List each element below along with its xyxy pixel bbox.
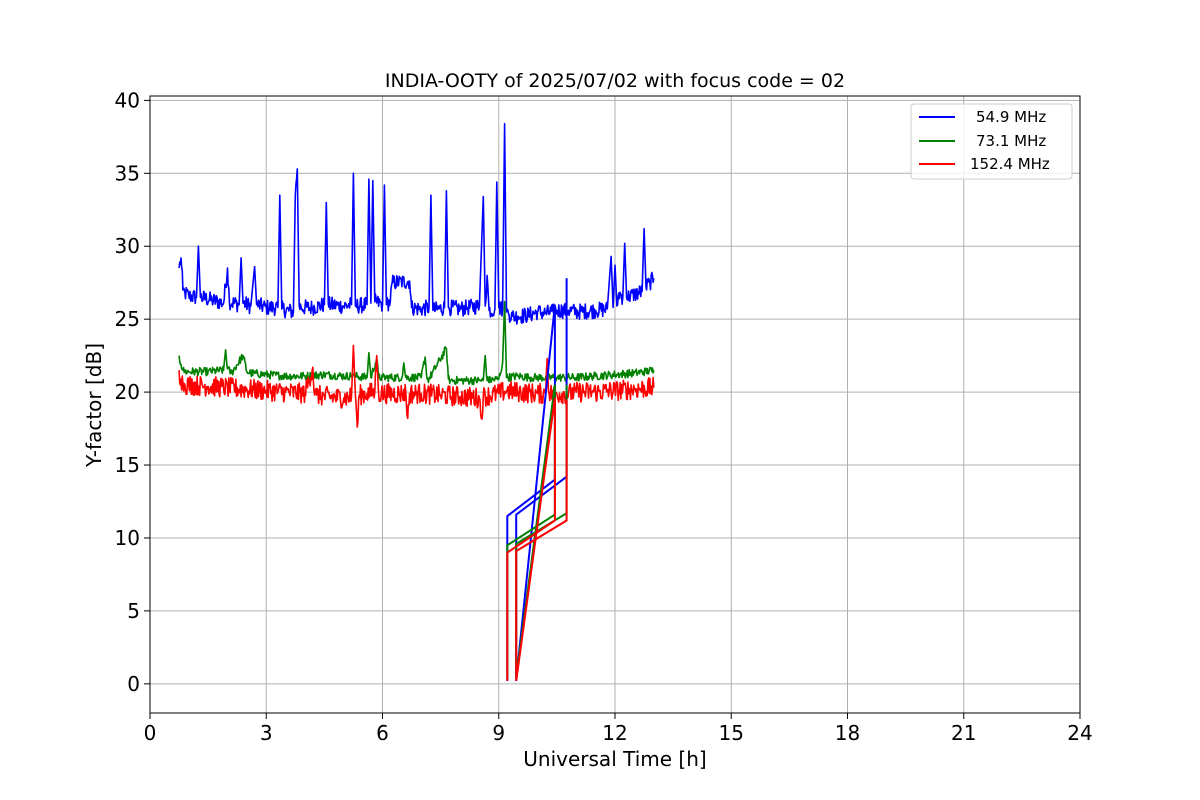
x-tick-label: 24: [1067, 721, 1092, 745]
legend-label-54-9: 54.9 MHz: [976, 108, 1046, 126]
y-tick-label: 15: [115, 453, 140, 477]
legend-box: [910, 103, 1073, 180]
x-tick-label: 3: [260, 721, 273, 745]
legend-label-152-4: 152.4 MHz: [970, 155, 1050, 173]
x-tick-label: 0: [144, 721, 157, 745]
chart-title: INDIA-OOTY of 2025/07/02 with focus code…: [385, 70, 845, 92]
y-tick-label: 5: [127, 599, 140, 623]
plot-data: [178, 122, 655, 682]
series-line: [178, 122, 655, 325]
series-line: [178, 344, 655, 428]
y-axis-label: Y-factor [dB]: [82, 343, 106, 468]
x-tick-label: 12: [602, 721, 627, 745]
legend: 54.9 MHz 73.1 MHz 152.4 MHz: [910, 103, 1073, 180]
y-tick-label: 25: [115, 307, 140, 331]
y-tick-label: 40: [115, 88, 140, 112]
y-tick-label: 35: [115, 161, 140, 185]
x-tick-label: 15: [719, 721, 744, 745]
y-tick-label: 10: [115, 526, 140, 550]
x-axis-ticks: 0 3 6 9 12 15 18 21 24: [144, 713, 1093, 745]
x-tick-label: 21: [951, 721, 976, 745]
series-line: [178, 300, 655, 386]
series-gap-line: [506, 397, 568, 682]
series-gap-line: [506, 384, 568, 679]
legend-label-73-1: 73.1 MHz: [976, 132, 1046, 150]
x-tick-label: 9: [492, 721, 505, 745]
y-tick-label: 0: [127, 672, 140, 696]
x-axis-label: Universal Time [h]: [523, 747, 706, 771]
y-tick-label: 30: [115, 234, 140, 258]
x-tick-label: 18: [835, 721, 860, 745]
series-gap-line: [506, 278, 568, 682]
y-axis-ticks: 0 5 10 15 20 25 30 35 40: [115, 88, 150, 696]
y-tick-label: 20: [115, 380, 140, 404]
x-tick-label: 6: [376, 721, 389, 745]
